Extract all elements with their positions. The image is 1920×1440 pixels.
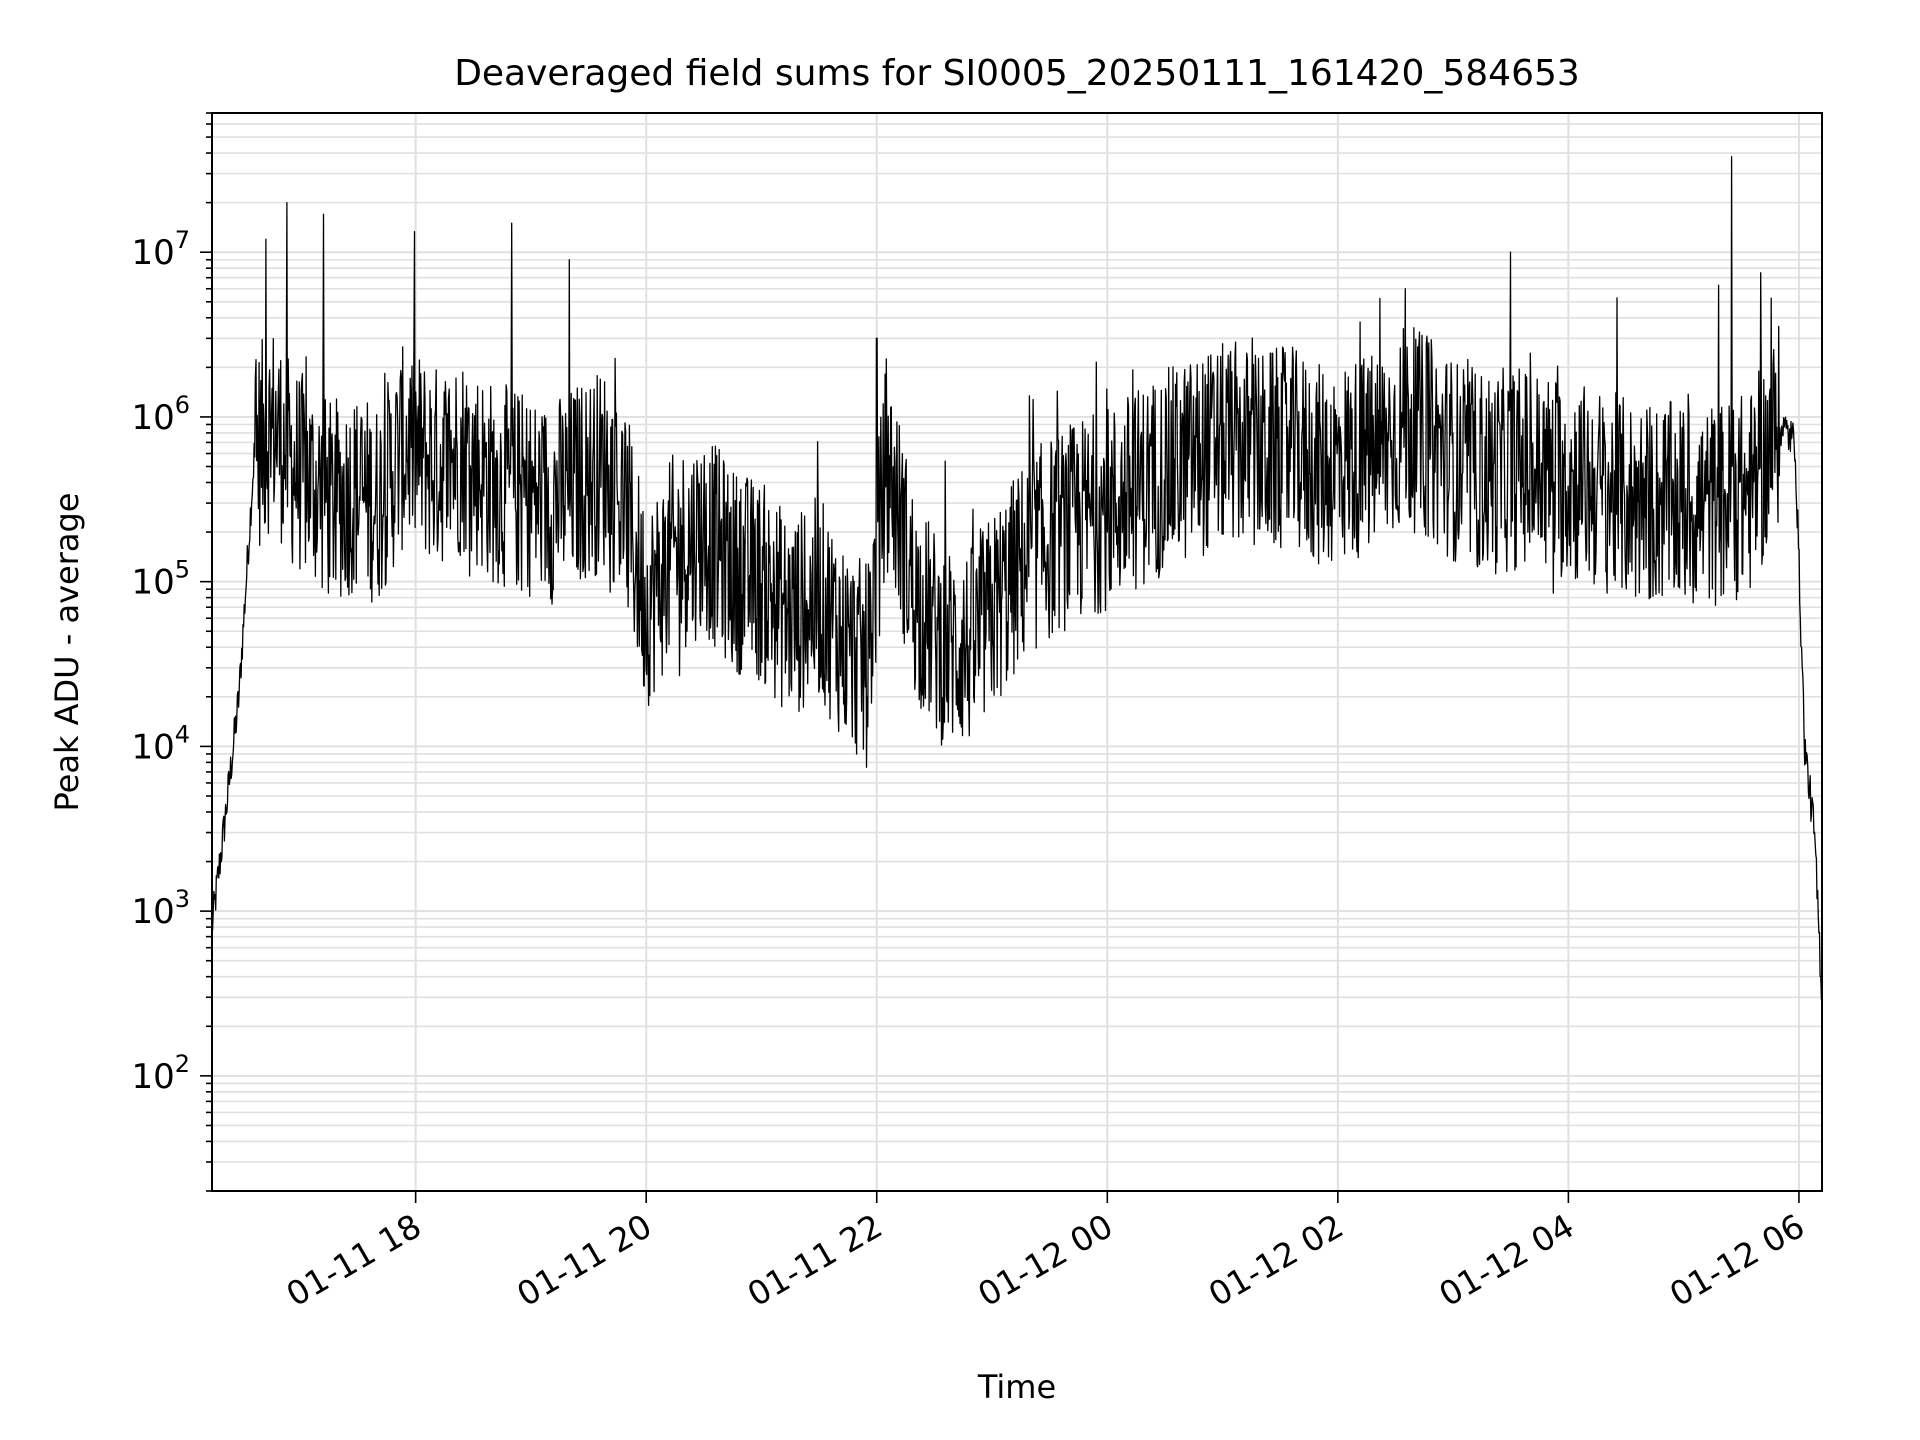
chart-title: Deaveraged field sums for SI0005_2025011… [454,53,1580,94]
y-tick-base: 10 [131,727,174,767]
y-tick-base: 10 [131,892,174,932]
y-tick-label: 103 [131,885,190,932]
y-tick-exponent: 3 [175,885,190,913]
y-tick-exponent: 6 [175,391,190,419]
y-tick-exponent: 7 [175,226,190,254]
y-tick-base: 10 [131,398,174,438]
y-tick-exponent: 2 [175,1050,190,1078]
y-tick-exponent: 5 [175,556,190,584]
y-tick-base: 10 [131,1057,174,1097]
y-tick-exponent: 4 [175,720,190,748]
data-series-line [211,156,1823,1003]
y-tick-label: 106 [131,391,190,438]
y-tick-label: 105 [131,556,190,603]
y-axis-title: Peak ADU - average [48,493,86,812]
y-tick-label: 104 [131,720,190,767]
y-tick-label: 102 [131,1050,190,1097]
y-tick-base: 10 [131,563,174,603]
y-tick-label: 107 [131,226,190,273]
line-layer [211,156,1823,1003]
y-tick-base: 10 [131,233,174,273]
x-axis-title: Time [977,1368,1056,1406]
plot-area-frame [211,112,1823,1192]
